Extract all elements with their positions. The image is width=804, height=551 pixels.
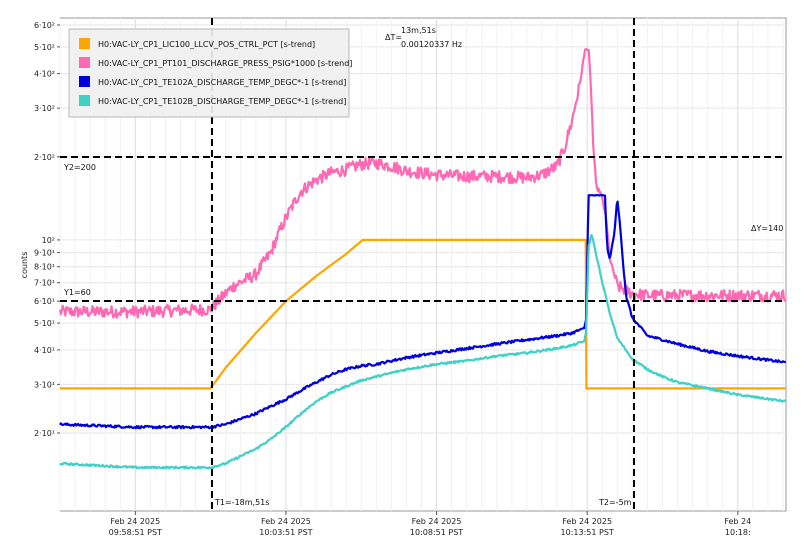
legend-swatch <box>79 57 90 68</box>
x-tick-label-date: Feb 24 2025 <box>261 517 311 526</box>
cursor-t2-label: T2=-5m <box>598 498 632 507</box>
y-tick-label: 6·10² <box>34 21 55 30</box>
legend-entry: H0:VAC-LY_CP1_PT101_DISCHARGE_PRESS_PSIG… <box>98 59 352 68</box>
y-tick-label: 2·10² <box>34 153 55 162</box>
y-tick-label: 3·10¹ <box>34 380 55 389</box>
y-tick-label: 4·10¹ <box>34 346 55 355</box>
x-tick-label-time: 10:08:51 PST <box>410 528 463 537</box>
legend-entry: H0:VAC-LY_CP1_TE102B_DISCHARGE_TEMP_DEGC… <box>98 97 346 106</box>
cursor-y2-label: Y2=200 <box>63 163 96 172</box>
series-group <box>58 48 787 470</box>
delta-t-frequency: 0.00120337 Hz <box>401 40 462 49</box>
x-tick-label-date: Feb 24 2025 <box>110 517 160 526</box>
legend-swatch <box>79 38 90 49</box>
legend-swatch <box>79 76 90 87</box>
legend: H0:VAC-LY_CP1_LIC100_LLCV_POS_CTRL_PCT [… <box>68 28 352 118</box>
x-tick-label-date: Feb 24 2025 <box>412 517 462 526</box>
x-tick-label-time: 09:58:51 PST <box>109 528 162 537</box>
delta-t-value: 13m,51s <box>401 26 436 35</box>
cursor-t1-label: T1=-18m,51s <box>214 498 269 507</box>
y-tick-label: 6·10¹ <box>34 297 55 306</box>
legend-entry: H0:VAC-LY_CP1_LIC100_LLCV_POS_CTRL_PCT [… <box>98 40 315 49</box>
y-tick-label: 3·10² <box>34 104 55 113</box>
series-line-3 <box>59 194 786 430</box>
y-tick-label: 5·10¹ <box>34 319 55 328</box>
series-line-4 <box>59 234 787 470</box>
x-tick-label-time: 10:13:51 PST <box>561 528 614 537</box>
y-tick-label: 9·10¹ <box>34 249 55 258</box>
series-line-2 <box>58 48 787 319</box>
x-tick-label-date: Feb 24 2025 <box>562 517 612 526</box>
legend-entry: H0:VAC-LY_CP1_TE102A_DISCHARGE_TEMP_DEGC… <box>98 78 346 87</box>
x-tick-label-time: 10:03:51 PST <box>259 528 312 537</box>
x-tick-label-time: 10:18: <box>725 528 751 537</box>
y-axis: 2·10¹ 3·10¹ 4·10¹ 5·10¹ 6·10¹ 7·10¹ 8·10¹ 9·10¹… <box>34 21 60 438</box>
y-tick-label: 8·10¹ <box>34 263 55 272</box>
delta-t-label: ΔT= <box>385 33 402 42</box>
y-axis-label: counts <box>20 252 29 279</box>
y-tick-label: 10² <box>42 236 55 245</box>
y-tick-label: 4·10² <box>34 70 55 79</box>
series-line-1 <box>60 238 786 390</box>
cursor-group[interactable]: Y2=200 Y1=60 T1=-18m,51s T2=-5m ΔT= 13m,… <box>60 18 786 511</box>
cursor-y1-label: Y1=60 <box>63 288 91 297</box>
legend-box <box>68 28 350 118</box>
delta-y-label: ΔY=140 <box>751 224 783 233</box>
y-tick-label: 5·10² <box>34 43 55 52</box>
legend-swatch <box>79 95 90 106</box>
x-tick-label-date: Feb 24 <box>724 517 751 526</box>
y-tick-label: 7·10¹ <box>34 279 55 288</box>
y-tick-label: 2·10¹ <box>34 429 55 438</box>
x-axis: Feb 24 2025 09:58:51 PST Feb 24 2025 10:03:… <box>109 511 751 537</box>
